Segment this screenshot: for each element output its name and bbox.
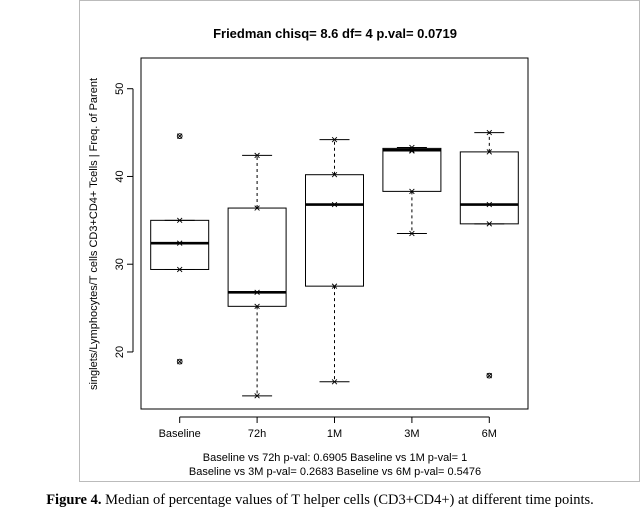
box-iqr	[459, 151, 519, 225]
y-tick-label: 20	[114, 346, 126, 358]
box-group-1m	[305, 136, 364, 385]
box-iqr	[150, 219, 210, 270]
data-point	[331, 136, 338, 143]
data-point	[254, 152, 260, 159]
data-point	[409, 188, 415, 195]
outlier-point	[176, 358, 183, 365]
data-point	[176, 358, 183, 365]
data-point	[254, 303, 260, 310]
outlier-point	[486, 372, 493, 379]
outlier-point	[176, 133, 183, 139]
box-group-baseline	[150, 133, 210, 365]
data-point	[254, 289, 260, 296]
figure-caption-label: Figure 4.	[46, 492, 102, 508]
data-point	[486, 201, 493, 208]
box-group-6m	[459, 129, 519, 379]
data-point	[409, 148, 415, 154]
x-tick-label: Baseline	[159, 428, 201, 440]
data-point	[409, 230, 415, 237]
y-tick-label: 50	[114, 83, 126, 95]
pairwise-stat-line-2: Baseline vs 3M p-val= 0.2683 Baseline vs…	[189, 466, 481, 478]
box-iqr	[382, 147, 442, 192]
data-point	[409, 147, 415, 153]
data-point	[331, 379, 338, 385]
x-tick-label: 1M	[327, 428, 342, 440]
data-point	[331, 283, 338, 289]
box-iqr	[305, 174, 364, 287]
y-axis-label: singlets/Lymphocytes/T cells CD3+CD4+ Tc…	[88, 78, 100, 390]
box-series	[150, 129, 519, 399]
box-group-3m	[382, 144, 442, 237]
data-point	[486, 221, 493, 227]
boxplot-chart: Friedman chisq= 8.6 df= 4 p.val= 0.0719 …	[88, 26, 529, 478]
x-axis: Baseline 72h 1M 3M 6M	[159, 416, 497, 440]
x-tick-label: 72h	[248, 428, 266, 440]
data-point	[486, 372, 493, 379]
y-axis: 20 30 40 50	[114, 83, 134, 358]
data-point	[176, 266, 183, 273]
data-point	[176, 133, 183, 139]
plot-area-border	[140, 57, 529, 410]
chart-title: Friedman chisq= 8.6 df= 4 p.val= 0.0719	[213, 26, 457, 41]
data-point	[331, 171, 338, 178]
data-point	[176, 217, 183, 224]
data-point	[254, 205, 260, 211]
data-point	[486, 129, 493, 136]
pairwise-stat-line-1: Baseline vs 72h p-val: 0.6905 Baseline v…	[203, 452, 467, 464]
figure-caption-text: Median of percentage values of T helper …	[101, 492, 594, 508]
y-tick-label: 40	[114, 170, 126, 182]
x-tick-label: 3M	[404, 428, 419, 440]
data-point	[254, 393, 260, 399]
x-tick-label: 6M	[482, 428, 497, 440]
y-tick-label: 30	[114, 258, 126, 270]
box-group-72h	[227, 152, 287, 399]
data-point	[176, 240, 183, 246]
data-point	[331, 201, 338, 208]
data-point	[486, 149, 493, 155]
figure-caption: Figure 4. Median of percentage values of…	[0, 492, 640, 509]
